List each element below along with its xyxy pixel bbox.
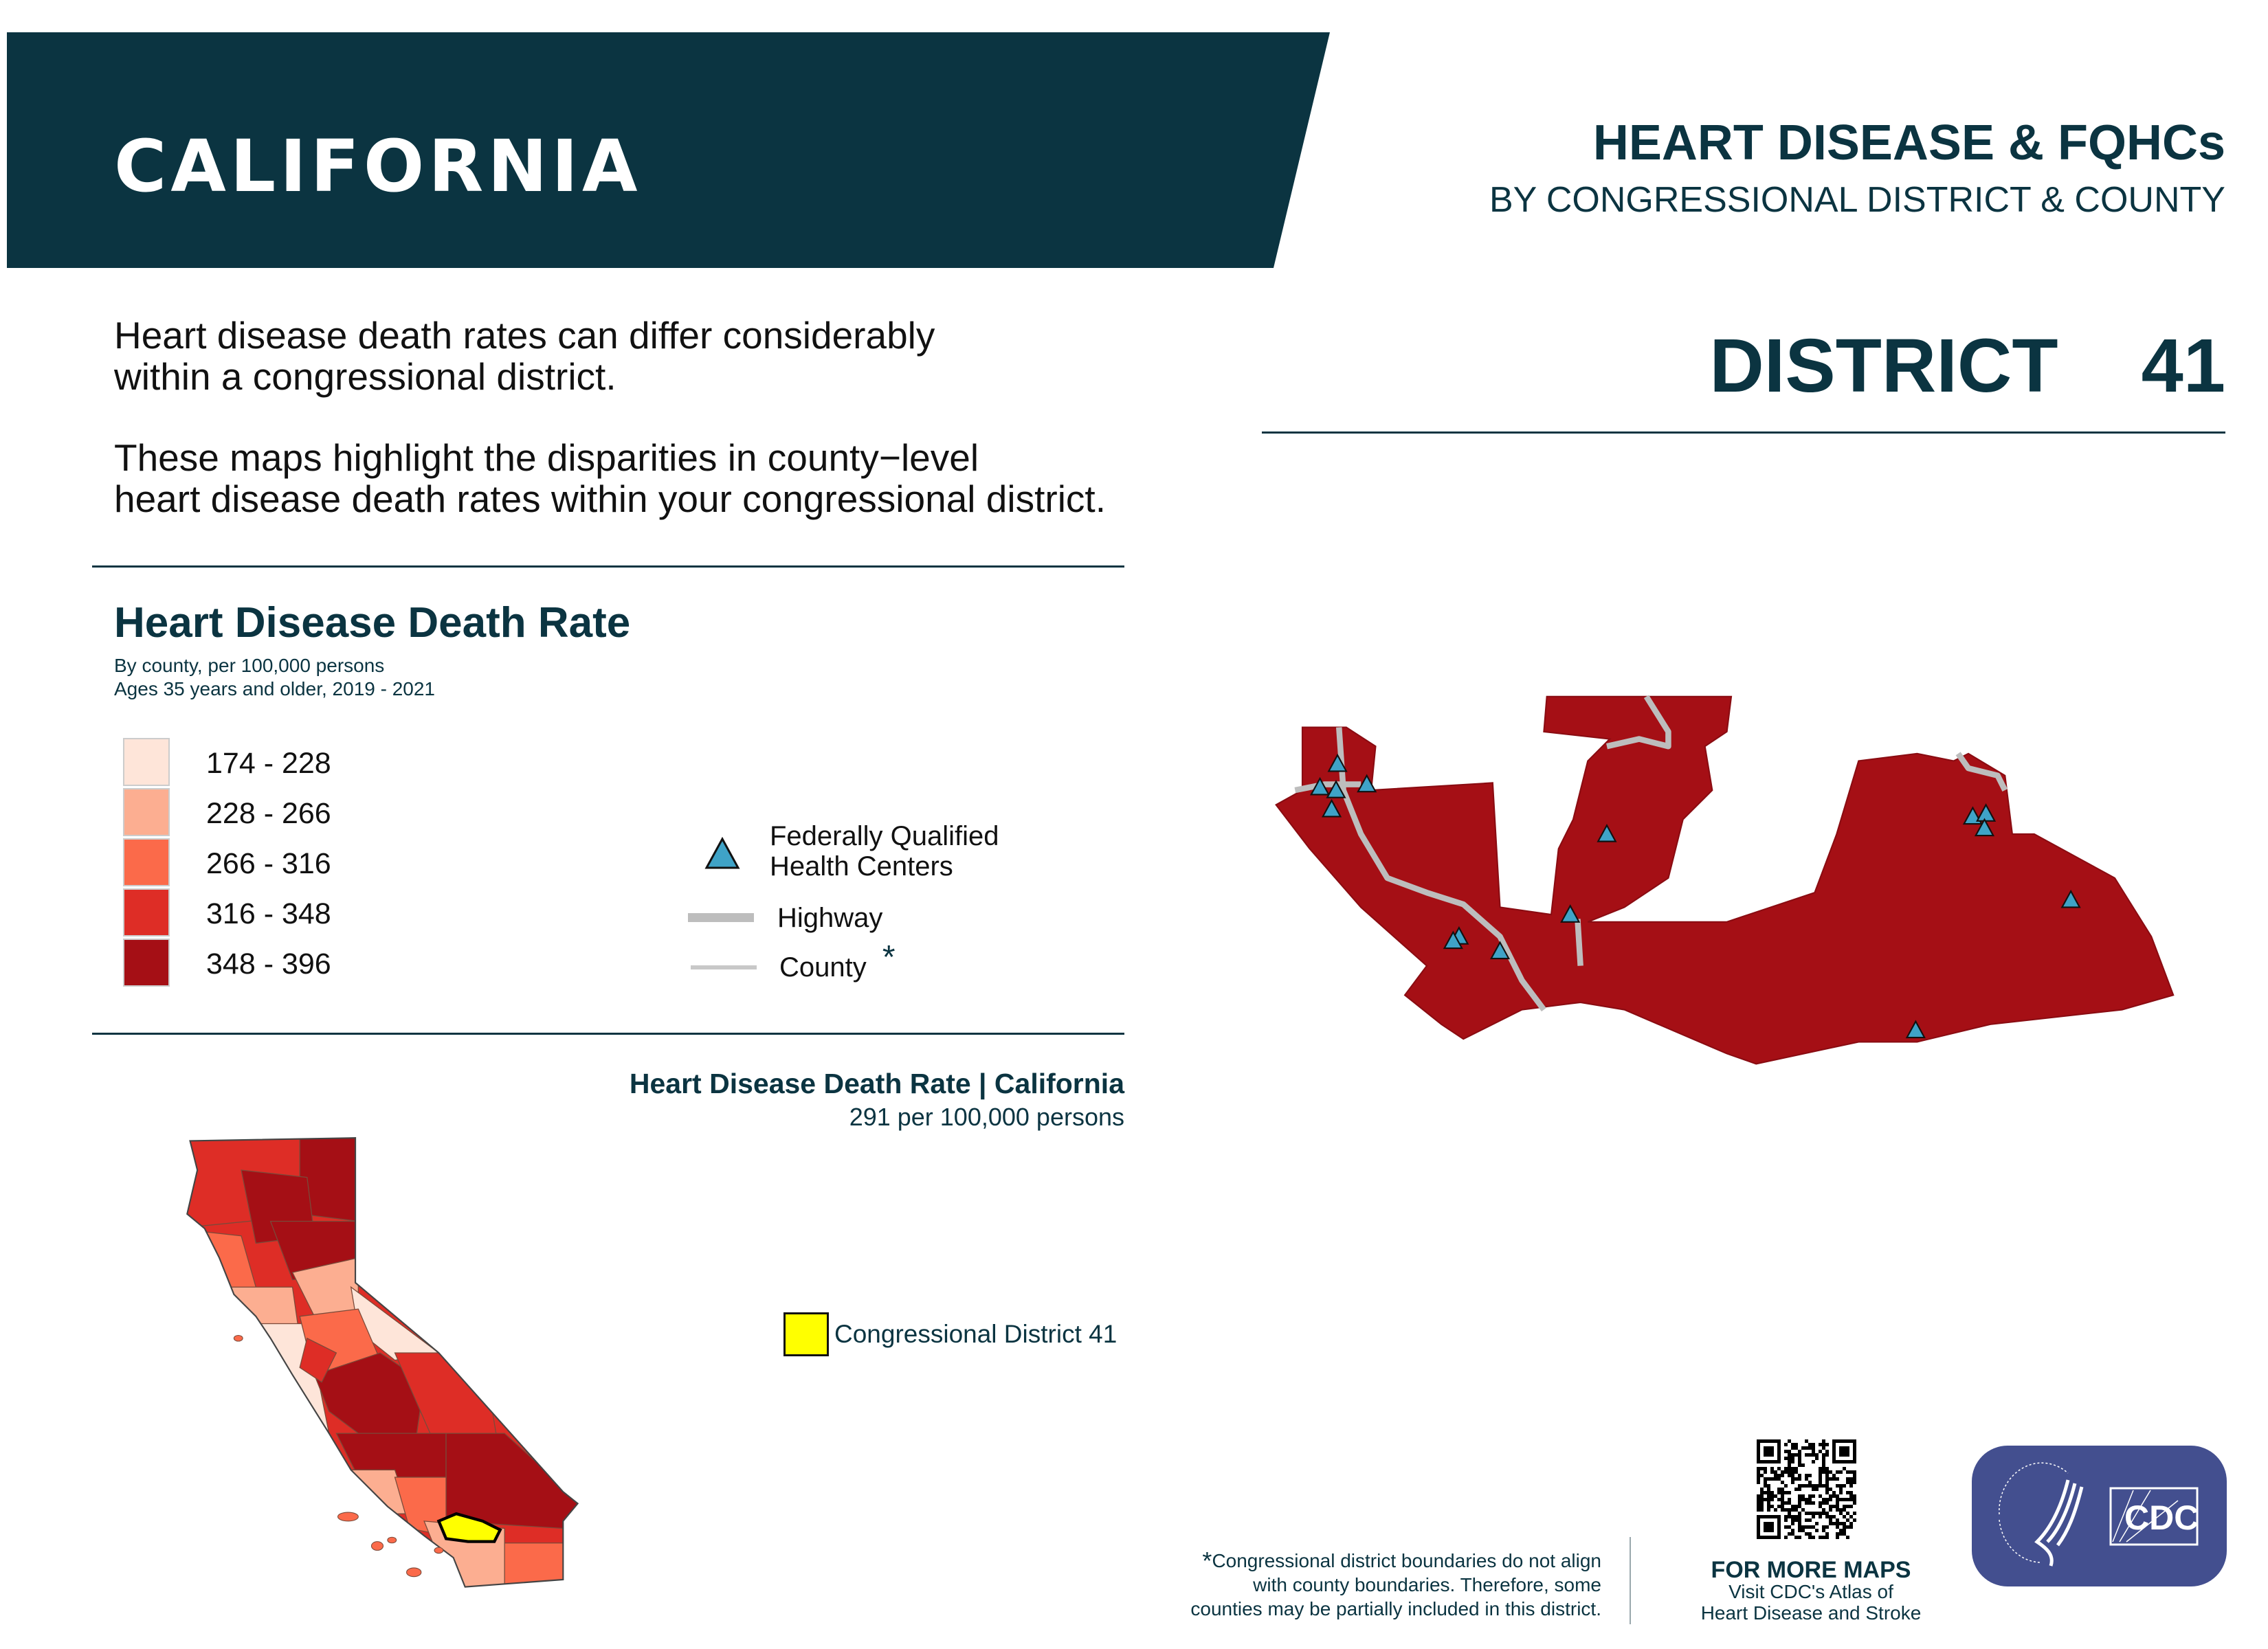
fqhc-marker-icon: [2060, 889, 2081, 908]
more-maps-link[interactable]: FOR MORE MAPS Visit CDC's Atlas of Heart…: [1677, 1557, 1945, 1624]
report-subtitle: BY CONGRESSIONAL DISTRICT & COUNTY: [1489, 180, 2225, 220]
footnote-line: counties may be partially included in th…: [1190, 1598, 1601, 1619]
report-title: HEART DISEASE & FQHCs: [1592, 115, 2225, 170]
footnote-line: *Congressional district boundaries do no…: [1190, 1549, 1601, 1573]
legend-subtitle: Ages 35 years and older, 2019 - 2021: [114, 678, 436, 699]
more-maps-heading: FOR MORE MAPS: [1711, 1557, 1911, 1583]
fqhc-marker-icon: [1597, 823, 1617, 842]
district-boundary: [1275, 695, 2175, 1065]
fqhc-marker-icon: [1489, 941, 1511, 960]
fqhc-marker-icon: [1309, 776, 1331, 796]
divider: [1262, 431, 2225, 434]
hhs-eagle-icon: CDC: [1999, 1462, 2199, 1567]
cdc-hhs-logo: CDC: [1972, 1446, 2227, 1586]
fqhc-marker-icon: [1322, 798, 1342, 818]
qr-code[interactable]: [1757, 1439, 1856, 1540]
header-banner: [7, 32, 1330, 268]
more-maps-text: Heart Disease and Stroke: [1700, 1602, 1922, 1624]
divider: [92, 1033, 1124, 1035]
fqhc-marker-icon: [1974, 818, 1995, 837]
more-maps-text: Visit CDC's Atlas of: [1728, 1581, 1893, 1602]
intro-text-1: Heart disease death rates can differ con…: [114, 315, 935, 397]
divider: [92, 565, 1124, 568]
district-highlight-swatch: [783, 1312, 829, 1356]
county-asterisk: *: [882, 939, 896, 976]
county-line-icon: [691, 965, 757, 969]
legend-swatch-1: [123, 738, 170, 786]
fqhc-line: Federally Qualified: [770, 821, 999, 851]
footnote: *Congressional district boundaries do no…: [1190, 1549, 1601, 1621]
fqhc-marker-icon: [1326, 780, 1346, 798]
highway-lines: [1294, 695, 2008, 1012]
legend-label: 316 - 348: [206, 897, 331, 930]
state-rate-title: Heart Disease Death Rate | California: [629, 1068, 1124, 1099]
intro-line: heart disease death rates within your co…: [114, 478, 1106, 520]
fqhc-marker-icon: [1327, 753, 1348, 772]
footnote-asterisk: *: [1202, 1547, 1212, 1575]
footer-separator: [1630, 1537, 1631, 1624]
intro-line: These maps highlight the disparities in …: [114, 436, 979, 479]
fqhc-marker-icon: [1357, 774, 1377, 793]
legend-label: 266 - 316: [206, 847, 331, 880]
highway-legend-label: Highway: [777, 903, 883, 933]
legend-swatch-5: [123, 939, 170, 987]
fqhc-line: Health Centers: [770, 851, 953, 882]
legend-label: 174 - 228: [206, 747, 331, 780]
county-legend-label: County *: [779, 941, 896, 983]
county-label: County: [779, 952, 867, 983]
legend-label: 228 - 266: [206, 797, 331, 830]
highway-line-icon: [688, 913, 754, 922]
state-rate-value: 291 per 100,000 persons: [849, 1103, 1124, 1131]
california-county-map: [186, 1137, 579, 1588]
legend-swatch-4: [123, 888, 170, 936]
fqhc-marker-icon: [1443, 930, 1463, 950]
legend-swatch-3: [123, 838, 170, 886]
intro-line: Heart disease death rates can differ con…: [114, 314, 935, 357]
legend-label: 348 - 396: [206, 947, 331, 980]
intro-line: within a congressional district.: [114, 355, 616, 398]
legend-swatch-2: [123, 788, 170, 836]
state-title: CALIFORNIA: [114, 124, 642, 208]
cdc-text: CDC: [2124, 1499, 2199, 1537]
intro-text-2: These maps highlight the disparities in …: [114, 437, 1106, 519]
district-highlight-label: Congressional District 41: [834, 1320, 1118, 1348]
fqhc-legend-label: Federally Qualified Health Centers: [770, 821, 999, 882]
fqhc-marker-icon: [1905, 1020, 1926, 1039]
fqhc-triangle-icon: [704, 837, 740, 869]
footnote-line: with county boundaries. Therefore, some: [1253, 1574, 1601, 1595]
fqhc-marker-icon: [1560, 904, 1581, 923]
district-41-map: [1275, 695, 2175, 1065]
footnote-text: Congressional district boundaries do not…: [1212, 1550, 1601, 1571]
legend-title: Heart Disease Death Rate: [114, 599, 631, 647]
legend-subtitle: By county, per 100,000 persons: [114, 655, 385, 676]
district-title: DISTRICT 41: [1709, 324, 2225, 408]
